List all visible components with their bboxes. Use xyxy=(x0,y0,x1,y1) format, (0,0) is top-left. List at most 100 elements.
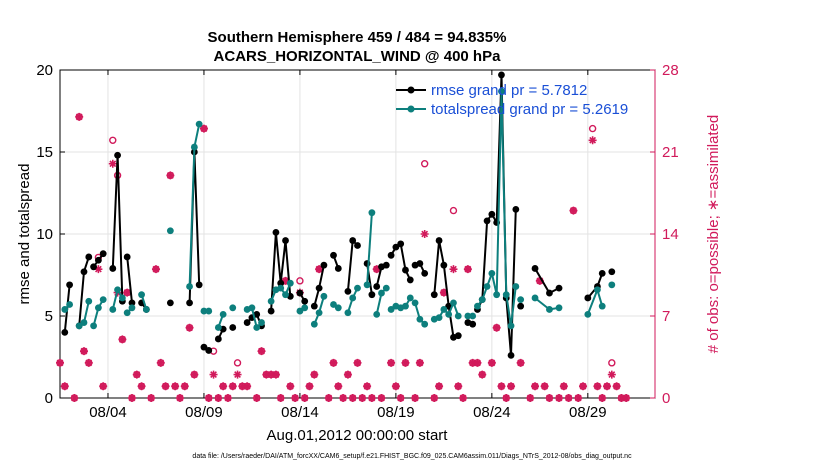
rmse-point xyxy=(507,351,515,359)
rmse-point xyxy=(382,261,390,269)
obs-assimilated-point xyxy=(180,382,189,391)
totalspread-point xyxy=(555,304,563,312)
obs-assimilated-point xyxy=(156,358,165,367)
obs-assimilated-point xyxy=(502,394,511,402)
rmse-point xyxy=(214,335,222,343)
obs-assimilated-point xyxy=(358,394,367,402)
totalspread-point xyxy=(286,279,294,287)
rmse-point xyxy=(373,283,381,290)
rmse-point xyxy=(85,253,93,261)
rmse-point xyxy=(392,243,400,251)
obs-assimilated-point xyxy=(372,265,381,274)
totalspread-point xyxy=(195,120,203,128)
rmse-point xyxy=(301,297,309,305)
obs-possible-point xyxy=(420,160,429,168)
totalspread-point xyxy=(498,87,505,95)
obs-assimilated-point xyxy=(70,394,79,402)
obs-assimilated-point xyxy=(262,370,271,379)
obs-assimilated-point xyxy=(257,347,266,356)
totalspread-point xyxy=(402,302,409,310)
obs-assimilated-point xyxy=(127,394,136,402)
totalspread-point xyxy=(454,312,462,320)
obs-assimilated-point xyxy=(147,394,156,402)
rmse-point xyxy=(344,288,352,295)
obs-assimilated-point xyxy=(108,159,117,168)
totalspread-point xyxy=(186,283,193,290)
y-axis-right: 0 7 14 21 28 xyxy=(650,62,679,407)
totalspread-point xyxy=(378,289,385,297)
obs-assimilated-point xyxy=(593,382,602,391)
rmse-point xyxy=(205,347,213,354)
obs-assimilated-point xyxy=(99,382,108,391)
obs-assimilated-point xyxy=(459,394,468,402)
rmse-point xyxy=(416,260,424,267)
totalspread-point xyxy=(416,315,424,323)
totalspread-point xyxy=(310,320,318,328)
totalspread-point xyxy=(80,319,88,326)
totalspread-point xyxy=(464,312,472,320)
obs-assimilated-point xyxy=(603,382,612,391)
obs-assimilated-point xyxy=(228,382,237,391)
totalspread-point xyxy=(123,309,131,317)
x-tick-label: 08/09 xyxy=(185,404,223,421)
obs-assimilated-point xyxy=(75,112,84,121)
y2-tick-label: 14 xyxy=(662,226,679,243)
obs-assimilated-point xyxy=(161,382,170,391)
obs-assimilated-point xyxy=(579,382,588,391)
rmse-point xyxy=(310,302,318,310)
obs-assimilated-point xyxy=(219,382,228,391)
rmse-point xyxy=(531,265,539,272)
obs-assimilated-point xyxy=(363,382,372,391)
obs-assimilated-point xyxy=(334,382,343,391)
obs-assimilated-point xyxy=(478,370,487,379)
rmse-point xyxy=(123,253,131,261)
obs-possible-point xyxy=(449,206,458,215)
rmse-point xyxy=(406,276,414,284)
obs-assimilated-point xyxy=(569,206,578,215)
obs-assimilated-point xyxy=(353,358,362,367)
totalspread-point xyxy=(66,301,73,308)
totalspread-point xyxy=(109,306,117,313)
rmse-point xyxy=(94,256,102,264)
obs-assimilated-point xyxy=(497,382,506,391)
obs-assimilated-point xyxy=(56,358,64,367)
y-tick-label: 15 xyxy=(36,144,53,161)
obs-assimilated-point xyxy=(238,382,247,391)
totalspread-point xyxy=(128,304,136,312)
obs-assimilated-point xyxy=(137,382,146,391)
y-axis-label: rmse and totalspread xyxy=(16,164,33,305)
totalspread-point xyxy=(488,269,496,277)
rmse-point xyxy=(387,251,395,259)
obs-assimilated-point xyxy=(324,394,333,402)
obs-assimilated-point xyxy=(411,394,420,402)
rmse-line xyxy=(399,243,412,281)
obs-assimilated-point xyxy=(574,394,583,402)
legend-marker-rmse xyxy=(407,86,415,94)
rmse-point xyxy=(200,343,208,351)
rmse-point xyxy=(320,261,328,269)
obs-assimilated-point xyxy=(588,136,597,145)
y2-axis-label: # of obs: o=possible; ∗=assimilated xyxy=(705,115,722,354)
obs-assimilated-point xyxy=(531,382,540,391)
totalspread-point xyxy=(411,299,419,307)
rmse-point xyxy=(186,299,193,307)
data-file-footnote: data file: /Users/raeder/DAI/ATM_forcXX/… xyxy=(192,453,632,460)
totalspread-point xyxy=(142,306,150,313)
totalspread-point xyxy=(118,294,126,302)
obs-assimilated-point xyxy=(94,265,103,274)
obs-assimilated-point xyxy=(271,370,280,379)
y-tick-label: 5 xyxy=(45,308,53,325)
obs-assimilated-point xyxy=(209,370,218,379)
totalspread-point xyxy=(114,286,121,294)
totalspread-point xyxy=(517,296,525,303)
totalspread-point xyxy=(320,292,328,300)
rmse-point xyxy=(296,289,304,297)
obs-assimilated-point xyxy=(396,394,405,402)
obs-assimilated-point xyxy=(545,394,554,402)
totalspread-point xyxy=(349,294,357,302)
x-tick-label: 08/04 xyxy=(89,404,127,421)
obs-assimilated-point xyxy=(204,394,213,402)
rmse-point xyxy=(584,294,592,302)
totalspread-line xyxy=(586,288,604,315)
